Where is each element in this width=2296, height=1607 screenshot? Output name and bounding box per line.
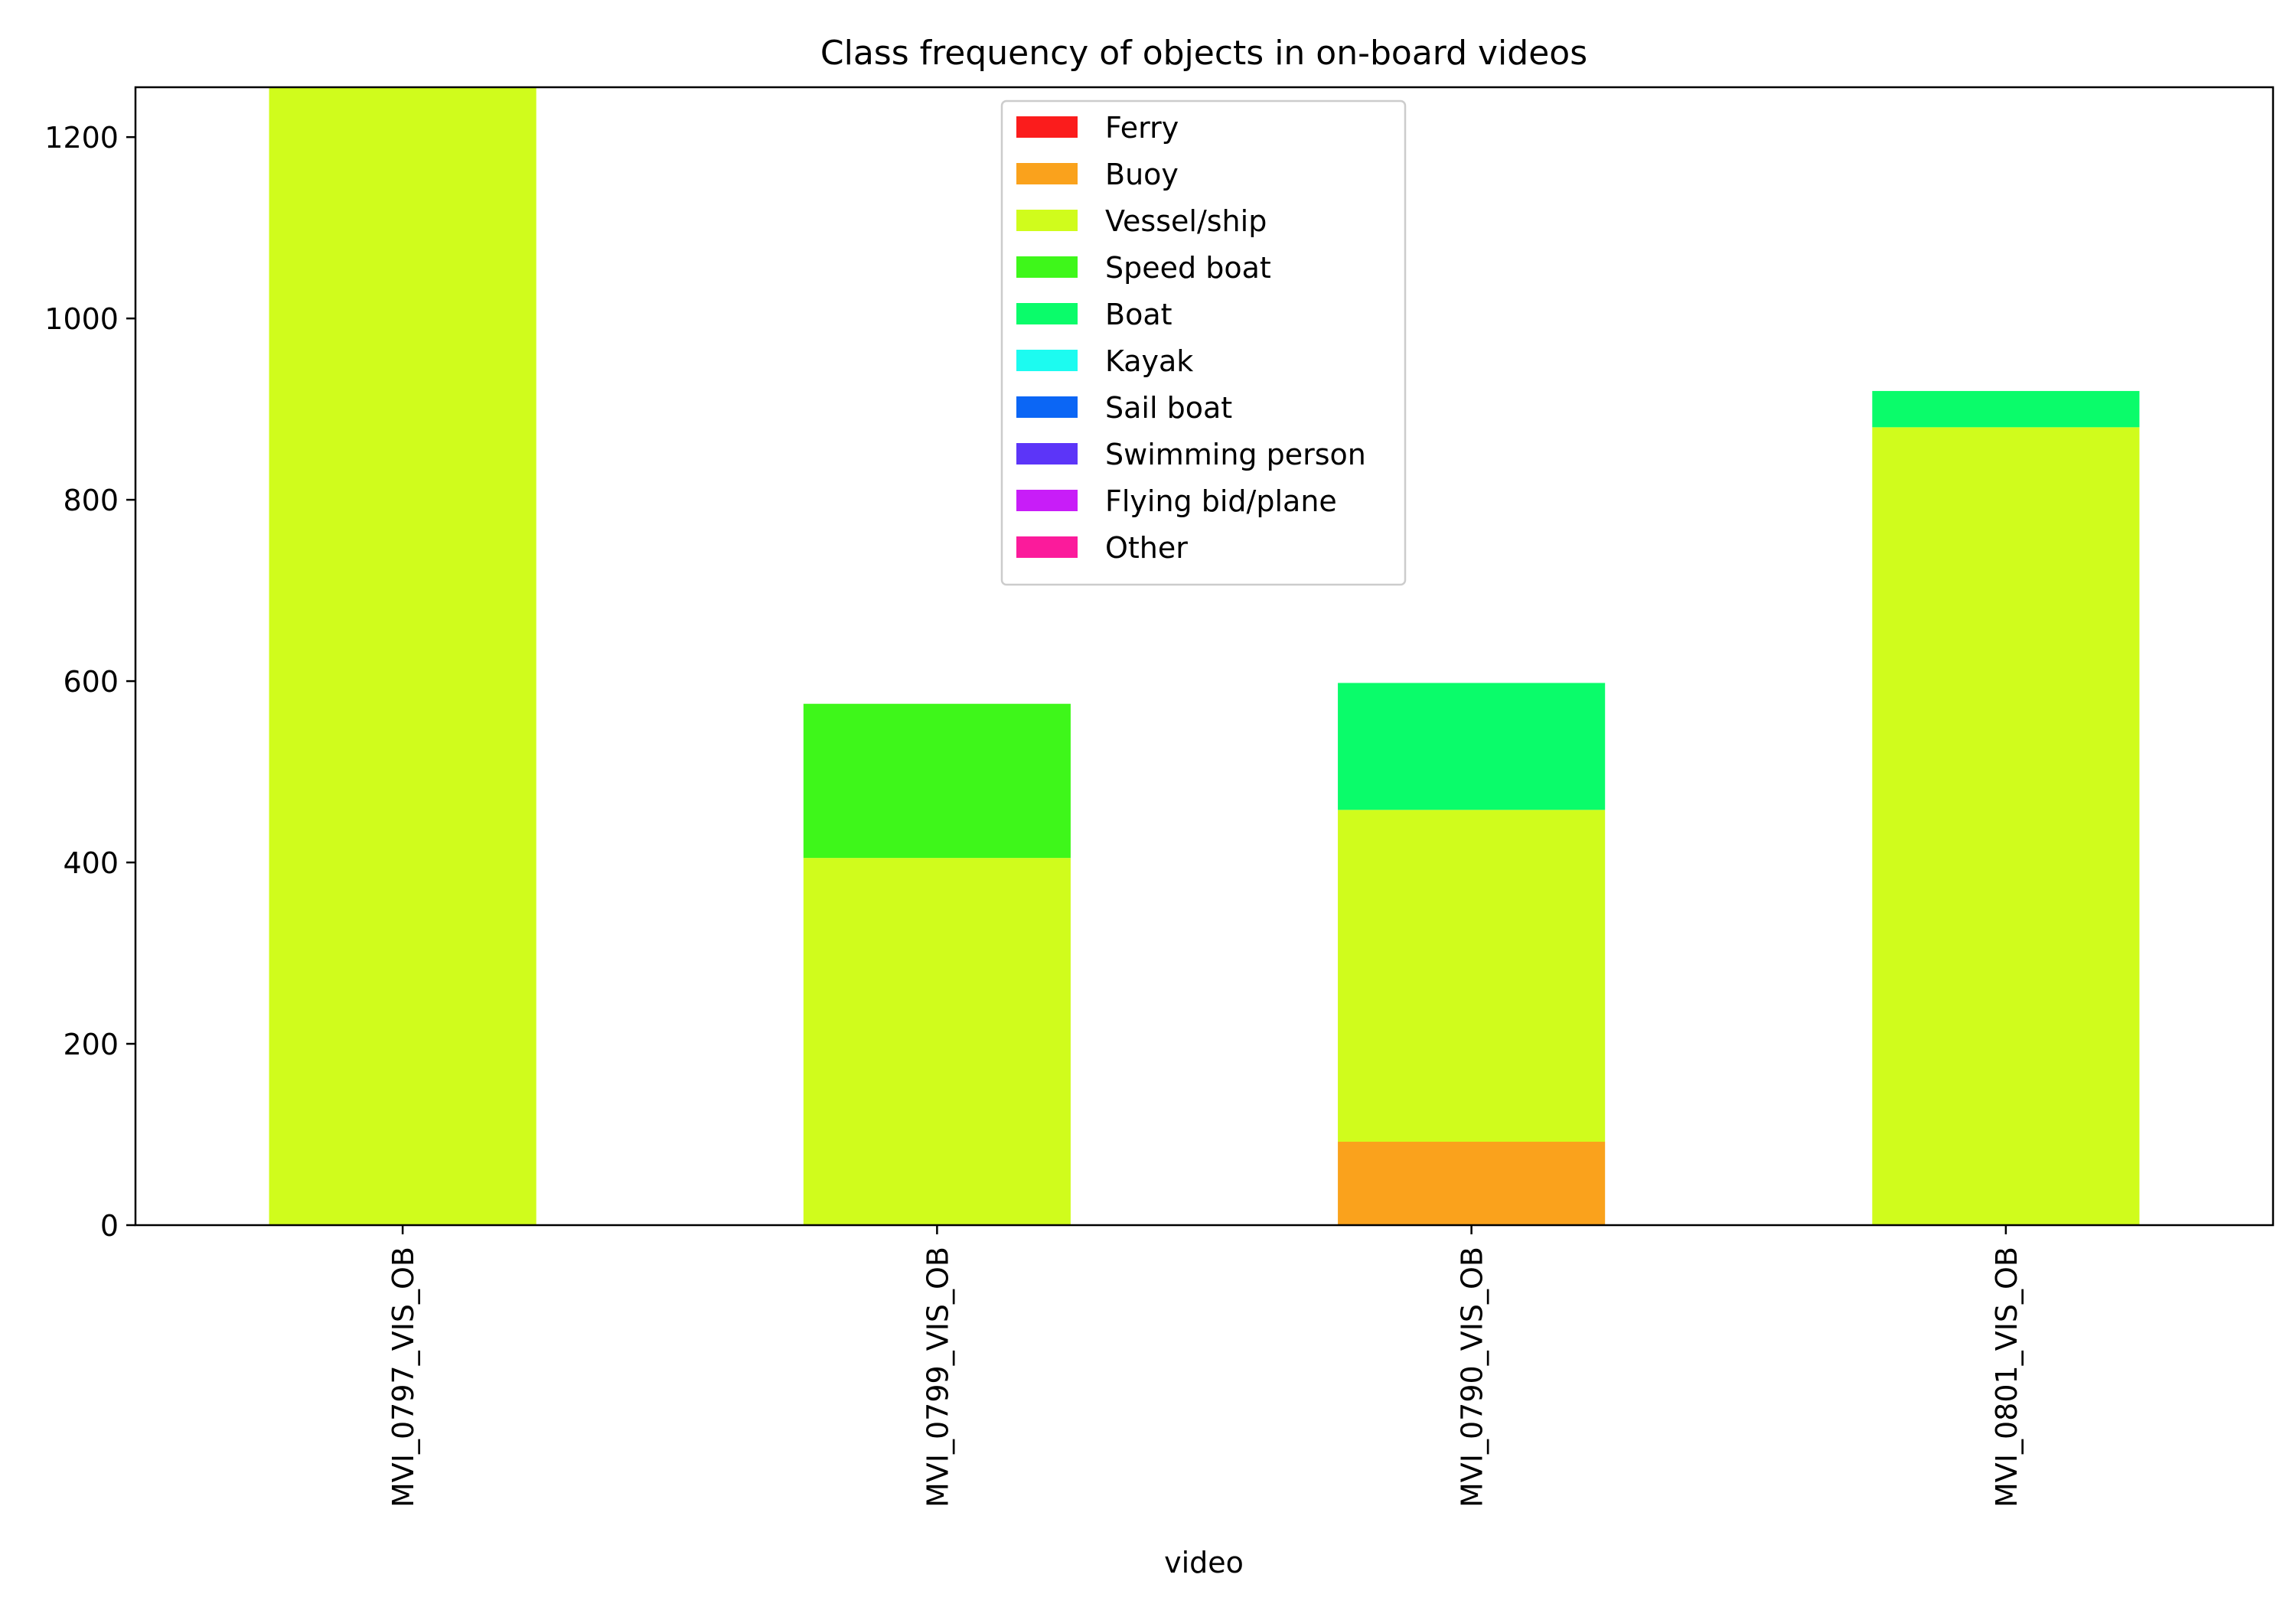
y-tick-label: 1200 — [44, 121, 119, 155]
legend-label-other: Other — [1105, 531, 1188, 565]
legend-label-speed-boat: Speed boat — [1105, 251, 1271, 285]
legend-label-boat: Boat — [1105, 298, 1172, 331]
legend-swatch-vessel-ship — [1016, 210, 1078, 231]
legend-label-flying-bid-plane: Flying bid/plane — [1105, 484, 1337, 518]
bar-boat-3 — [1338, 683, 1606, 810]
y-tick-label: 0 — [100, 1209, 119, 1243]
legend-swatch-ferry — [1016, 116, 1078, 138]
legend-swatch-sail-boat — [1016, 396, 1078, 418]
legend-label-kayak: Kayak — [1105, 344, 1193, 378]
legend-swatch-flying-bid-plane — [1016, 490, 1078, 511]
legend-swatch-other — [1016, 536, 1078, 558]
y-axis: 0 200 400 600 800 1000 1200 — [44, 121, 135, 1243]
bars — [269, 87, 2140, 1225]
legend-swatch-swimming-person — [1016, 443, 1078, 464]
legend-swatch-speed-boat — [1016, 256, 1078, 278]
bar-vessel-ship-4 — [1872, 427, 2140, 1225]
y-tick-label: 400 — [63, 846, 119, 880]
y-tick-label: 1000 — [44, 302, 119, 336]
x-axis: MVI_0797_VIS_OB MVI_0799_VIS_OB MVI_0790_V… — [386, 1225, 2024, 1508]
x-tick-label: MVI_0790_VIS_OB — [1456, 1247, 1489, 1508]
bar-buoy-3 — [1338, 1141, 1606, 1225]
legend-label-ferry: Ferry — [1105, 111, 1179, 145]
bar-speed-boat-2 — [803, 703, 1071, 859]
bar-boat-4 — [1872, 390, 2140, 428]
legend-label-vessel-ship: Vessel/ship — [1105, 204, 1267, 238]
y-tick-label: 800 — [63, 484, 119, 517]
legend-swatch-boat — [1016, 303, 1078, 324]
x-tick-label: MVI_0799_VIS_OB — [921, 1247, 954, 1508]
legend-label-sail-boat: Sail boat — [1105, 391, 1232, 425]
bar-vessel-ship-1 — [269, 87, 536, 1225]
x-tick-label: MVI_0797_VIS_OB — [386, 1247, 420, 1508]
legend-label-buoy: Buoy — [1105, 158, 1179, 191]
bar-vessel-ship-2 — [803, 858, 1071, 1225]
x-axis-label: video — [1164, 1546, 1244, 1579]
x-tick-label: MVI_0801_VIS_OB — [1990, 1247, 2024, 1508]
y-tick-label: 600 — [63, 665, 119, 699]
legend-box — [1000, 99, 1407, 586]
legend: Ferry Buoy Vessel/ship Speed boat Boat Kayak S… — [1000, 99, 1407, 586]
y-tick-label: 200 — [63, 1028, 119, 1061]
legend-swatch-kayak — [1016, 350, 1078, 371]
plot-frame — [134, 86, 2275, 1227]
legend-label-swimming-person: Swimming person — [1105, 438, 1366, 471]
legend-swatch-buoy — [1016, 163, 1078, 184]
bar-vessel-ship-3 — [1338, 810, 1606, 1142]
chart-title: Class frequency of objects in on-board v… — [820, 34, 1587, 73]
